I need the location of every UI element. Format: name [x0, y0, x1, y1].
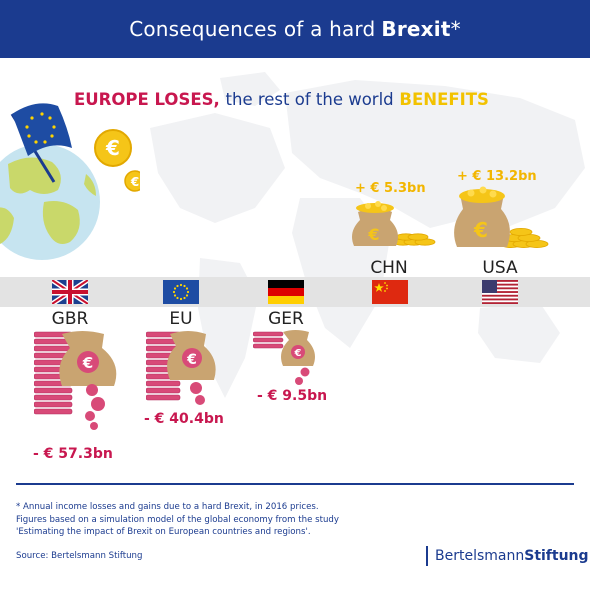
- globe-illustration: € €: [0, 103, 140, 260]
- usa-flag-icon: [482, 280, 518, 304]
- header-title-prefix: Consequences of a hard: [129, 17, 376, 41]
- brand-bar: [426, 546, 428, 566]
- headline: EUROPE LOSES, the rest of the world BENE…: [74, 90, 489, 109]
- money-bag-red-icon: €: [253, 330, 315, 385]
- headline-mid: the rest of the world: [225, 90, 394, 109]
- eu-flag-icon: [163, 280, 199, 304]
- header-bar: Consequences of a hard Brexit *: [0, 0, 590, 58]
- country-code-gbr: GBR: [51, 309, 89, 329]
- money-bag-gold-icon: €: [352, 201, 436, 246]
- china-flag-icon: [372, 280, 408, 304]
- uk-flag-icon: [52, 280, 88, 304]
- country-code-ger: GER: [268, 309, 304, 329]
- globe-icon: [0, 144, 100, 260]
- header-title-suffix: *: [450, 17, 461, 41]
- svg-text:€: €: [294, 348, 302, 359]
- svg-text:€: €: [367, 225, 379, 244]
- money-bag-gold-icon: €: [454, 186, 549, 249]
- country-code-chn: CHN: [370, 258, 408, 278]
- country-code-usa: USA: [482, 258, 518, 278]
- germany-flag-icon: [268, 280, 304, 304]
- country-code-eu: EU: [169, 309, 193, 329]
- brand-part-2: Stiftung: [524, 548, 589, 564]
- eu-flag-icon: [10, 103, 72, 183]
- brand-part-1: Bertelsmann: [435, 548, 525, 564]
- money-bag-red-icon: €: [146, 331, 216, 405]
- loss-value-gbr: - € 57.3bn: [33, 446, 113, 462]
- gain-value-usa: + € 13.2bn: [457, 169, 537, 184]
- source-note: Source: Bertelsmann Stiftung: [16, 551, 143, 561]
- footnote: * Annual income losses and gains due to …: [16, 501, 339, 539]
- headline-loses: EUROPE LOSES,: [74, 90, 220, 109]
- svg-text:€: €: [82, 354, 93, 372]
- footer-divider: [16, 483, 574, 485]
- header-title-bold: Brexit: [381, 17, 451, 41]
- footnote-line-3: 'Estimating the impact of Brexit on Euro…: [16, 527, 311, 537]
- brand-text: BertelsmannStiftung: [435, 548, 589, 564]
- svg-text:€: €: [105, 136, 120, 160]
- world-map-background: [150, 72, 585, 398]
- footnote-line-2: Figures based on a simulation model of t…: [16, 514, 339, 525]
- loss-value-ger: - € 9.5bn: [257, 388, 328, 404]
- euro-coin-icon: € €: [94, 129, 140, 192]
- money-bag-red-icon: €: [34, 331, 117, 430]
- loss-value-eu: - € 40.4bn: [144, 411, 224, 427]
- svg-text:€: €: [186, 352, 197, 368]
- svg-text:€: €: [130, 175, 139, 189]
- gain-value-chn: + € 5.3bn: [355, 181, 426, 196]
- footnote-line-1: * Annual income losses and gains due to …: [16, 502, 319, 512]
- svg-text:€: €: [473, 218, 488, 242]
- headline-benefits: BENEFITS: [399, 90, 489, 109]
- brand-logo: BertelsmannStiftung: [426, 545, 589, 567]
